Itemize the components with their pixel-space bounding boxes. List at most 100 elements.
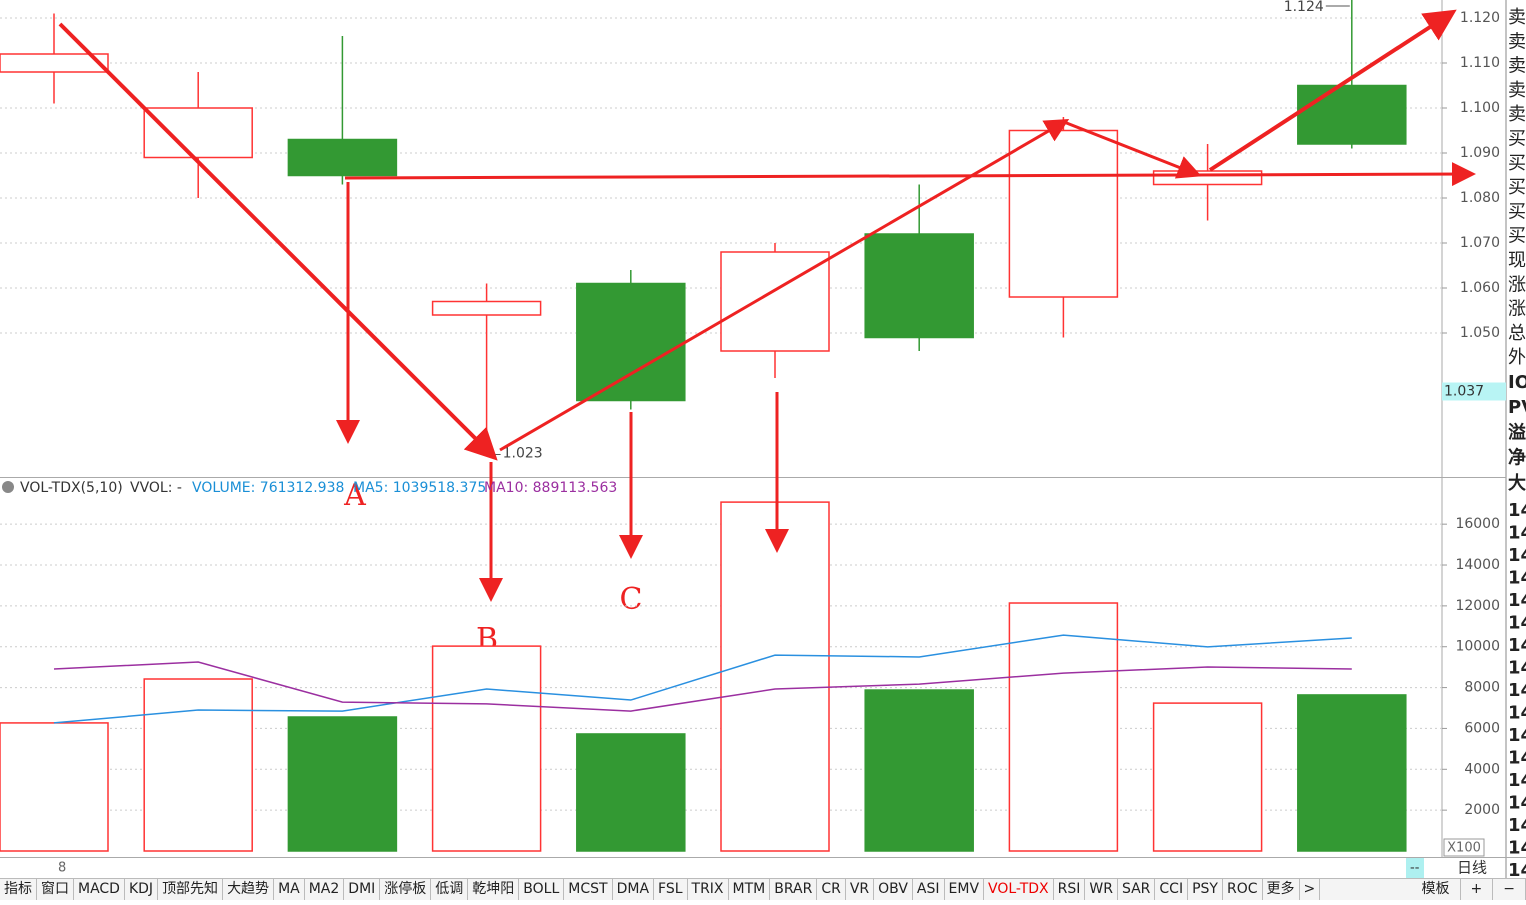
side-panel-text: 14 — [1508, 613, 1526, 634]
tab[interactable]: PSY — [1188, 879, 1223, 900]
y-tick-label: 14000 — [1455, 557, 1500, 573]
side-panel-text: 14 — [1508, 568, 1526, 589]
indicator-name: VOL-TDX(5,10) — [20, 480, 123, 496]
tab[interactable]: 窗口 — [37, 879, 74, 900]
tab[interactable]: MACD — [74, 879, 125, 900]
candle-up — [431, 300, 542, 316]
tab[interactable]: > — [1300, 879, 1321, 900]
annotation: C — [620, 582, 643, 617]
y-tick-label: 16000 — [1455, 516, 1500, 532]
y-tick-label: 1.050 — [1460, 325, 1500, 341]
axis-bg — [1442, 0, 1506, 858]
tab[interactable]: − — [1493, 879, 1526, 900]
side-panel-text: 总 — [1508, 323, 1526, 344]
side-panel-text: PV — [1508, 397, 1526, 418]
arrow — [1208, 9, 1457, 172]
arrow — [58, 22, 498, 461]
tab[interactable]: MA — [274, 879, 305, 900]
y-tick-label: 1.070 — [1460, 235, 1500, 251]
side-panel-text: 14 — [1508, 770, 1526, 791]
side-panel-text: 14 — [1508, 838, 1526, 859]
tab[interactable]: 模板 — [1412, 879, 1461, 900]
vvol-readout: VVOL: - — [130, 480, 182, 496]
tab[interactable]: ROC — [1223, 879, 1263, 900]
ma-line — [53, 661, 1352, 712]
side-panel-text: 净 — [1508, 447, 1526, 469]
tab[interactable]: MTM — [729, 879, 771, 900]
volume-bar — [720, 501, 830, 852]
chart: 1.050 1.060 1.070 1.080 1.090 1.100 1.110 1.120… — [0, 0, 1526, 878]
side-panel-text: IO — [1508, 372, 1526, 393]
tab[interactable]: DMA — [613, 879, 655, 900]
side-panel-text: 14 — [1508, 635, 1526, 656]
tab[interactable]: VR — [846, 879, 875, 900]
side-panel-text: 现 — [1508, 250, 1526, 271]
spacer — [1320, 879, 1411, 900]
y-tick-label: 8000 — [1464, 680, 1500, 696]
indicator-icon[interactable] — [2, 481, 14, 493]
side-panel-text: 14 — [1508, 590, 1526, 611]
tab[interactable]: BOLL — [519, 879, 565, 900]
candle-down — [576, 282, 686, 402]
side-panel-text: 买 — [1508, 201, 1526, 222]
tab[interactable]: 更多 — [1263, 879, 1300, 900]
last-price-tag — [1442, 382, 1506, 401]
period-label[interactable]: 日线 — [1457, 859, 1487, 877]
tab[interactable]: 指标 — [0, 879, 37, 900]
tab[interactable]: WR — [1085, 879, 1118, 900]
side-panel-text: 涨 — [1508, 299, 1526, 320]
side-panel-text: 卖 — [1508, 56, 1526, 77]
tab[interactable]: + — [1461, 879, 1494, 900]
ma-line — [53, 634, 1352, 724]
tab[interactable]: SAR — [1118, 879, 1156, 900]
side-panel-text: 14 — [1508, 793, 1526, 814]
tab[interactable]: 顶部先知 — [158, 879, 224, 900]
tab-bar: 指标 窗口 MACD KDJ 顶部先知 大趋势 MA MA2 DMI 涨停板 低调 乾坤阳 BOLL MC… — [0, 878, 1526, 900]
side-panel-text: 卖 — [1508, 80, 1526, 101]
tab[interactable]: 大趋势 — [223, 879, 275, 900]
side-panel-text: 卖 — [1508, 7, 1526, 28]
side-panel-text: 14 — [1508, 815, 1526, 836]
volume-bar — [143, 678, 253, 852]
tab[interactable]: CR — [817, 879, 846, 900]
side-panel-text: 14 — [1508, 680, 1526, 701]
tab[interactable]: MCST — [564, 879, 613, 900]
tab[interactable]: KDJ — [125, 879, 159, 900]
tab[interactable]: OBV — [874, 879, 913, 900]
tab[interactable]: CCI — [1155, 879, 1189, 900]
status-left: 8 — [58, 861, 66, 876]
tab[interactable]: BRAR — [770, 879, 818, 900]
tab[interactable]: 乾坤阳 — [468, 879, 520, 900]
side-panel-text: 外 — [1508, 347, 1526, 368]
y-tick-label: 1.080 — [1460, 190, 1500, 206]
y-tick-label: 1.060 — [1460, 280, 1500, 296]
candle-down — [287, 138, 398, 177]
side-panel-text: 14 — [1508, 703, 1526, 724]
side-panel-text: 14 — [1508, 725, 1526, 746]
tab[interactable]: ASI — [913, 879, 945, 900]
side-panel-text: 14 — [1508, 500, 1526, 521]
tab[interactable]: TRIX — [688, 879, 729, 900]
arrow — [1063, 120, 1202, 179]
side-panel-text: 买 — [1508, 177, 1526, 198]
tab[interactable]: 涨停板 — [380, 879, 432, 900]
tab[interactable]: VOL-TDX — [984, 879, 1054, 900]
side-panel-text: 14 — [1508, 748, 1526, 769]
side-panel-text: 卖 — [1508, 31, 1526, 52]
side-panel-text: 买 — [1508, 153, 1526, 174]
side-panel-text: 买 — [1508, 129, 1526, 150]
y-tick-label: 1.100 — [1460, 100, 1500, 116]
candle-up — [1008, 129, 1119, 298]
tab[interactable]: FSL — [654, 879, 688, 900]
tab[interactable]: MA2 — [305, 879, 345, 900]
y-tick-label: 1.110 — [1460, 55, 1500, 71]
tab[interactable]: EMV — [945, 879, 985, 900]
side-panel-text: 溢 — [1508, 421, 1526, 443]
candle-up — [0, 53, 109, 73]
y-tick-label: 2000 — [1464, 802, 1500, 818]
tab[interactable]: 低调 — [431, 879, 469, 900]
tab[interactable]: DMI — [344, 879, 381, 900]
ma10-readout: MA10: 889113.563 — [484, 480, 617, 496]
tab[interactable]: RSI — [1054, 879, 1086, 900]
